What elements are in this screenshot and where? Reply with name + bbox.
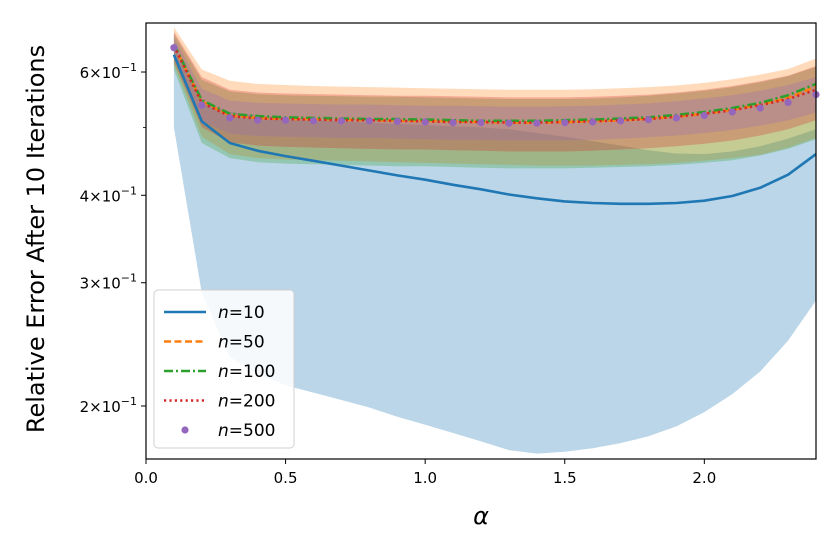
x-axis-ticks: 0.0 0.5 1.0 1.5 2.0 — [134, 459, 716, 487]
confidence-bands — [173, 27, 816, 454]
point-n-500 — [756, 104, 764, 112]
x-tick-label: 1.5 — [553, 469, 577, 487]
y-axis-label: Relative Error After 10 Iterations — [22, 45, 50, 433]
point-n-500 — [365, 117, 373, 125]
point-n-500 — [617, 117, 625, 125]
plot-frame — [145, 22, 817, 460]
point-n-500 — [477, 119, 485, 127]
point-n-500 — [282, 116, 290, 124]
series-lines — [172, 43, 816, 206]
band-n-10 — [173, 43, 816, 454]
legend-label: n=50 — [218, 333, 265, 353]
line-n-200 — [172, 45, 816, 124]
y-tick-label: 2×10−1 — [80, 395, 137, 416]
point-n-500 — [393, 117, 401, 125]
band-n-100 — [173, 34, 816, 169]
x-tick-label: 0.0 — [134, 469, 158, 487]
x-axis-label: α — [473, 502, 489, 530]
point-n-500 — [421, 118, 429, 126]
point-n-500 — [254, 116, 262, 124]
y-tick-label: 3×10−1 — [80, 272, 137, 293]
legend-box — [153, 289, 295, 449]
legend-label: n=200 — [218, 392, 275, 412]
x-tick-label: 1.0 — [413, 469, 437, 487]
legend-marker — [181, 426, 189, 434]
legend-entry: n=10 — [164, 303, 265, 323]
point-n-500 — [644, 116, 653, 124]
y-tick-label: 4×10−1 — [80, 184, 137, 205]
line-n-10 — [172, 54, 816, 206]
y-tick-label: 6×10−1 — [80, 61, 137, 82]
legend-entry: n=200 — [164, 392, 275, 412]
legend-entry: n=500 — [181, 421, 275, 441]
legend-entry: n=50 — [164, 333, 265, 353]
point-n-500 — [784, 98, 792, 106]
point-n-500 — [672, 114, 681, 122]
point-n-500 — [170, 44, 178, 52]
band-n-50 — [173, 27, 816, 166]
point-n-500 — [449, 119, 457, 127]
legend-label: n=100 — [218, 362, 275, 382]
point-n-500 — [728, 108, 736, 116]
point-n-500 — [700, 111, 708, 120]
x-tick-label: 0.5 — [274, 469, 298, 487]
point-n-500 — [533, 119, 541, 127]
legend-label: n=500 — [218, 421, 275, 441]
point-n-500 — [337, 117, 345, 125]
legend-entry: n=100 — [164, 362, 275, 382]
legend: n=10 n=50 n=100 n=200 n=500 — [153, 289, 295, 449]
series-markers — [170, 44, 820, 127]
band-n-200 — [173, 31, 816, 152]
legend-label: n=10 — [218, 303, 265, 323]
point-n-500 — [226, 114, 234, 122]
line-n-100 — [172, 43, 816, 123]
point-n-500 — [561, 119, 569, 127]
band-n-500 — [173, 37, 816, 141]
point-n-500 — [505, 119, 513, 127]
point-n-500 — [198, 101, 206, 109]
point-n-500 — [589, 118, 597, 126]
point-n-500 — [309, 117, 318, 125]
y-axis-ticks: 6×10−1 4×10−1 3×10−1 2×10−1 — [80, 61, 146, 416]
x-tick-label: 2.0 — [692, 469, 716, 487]
